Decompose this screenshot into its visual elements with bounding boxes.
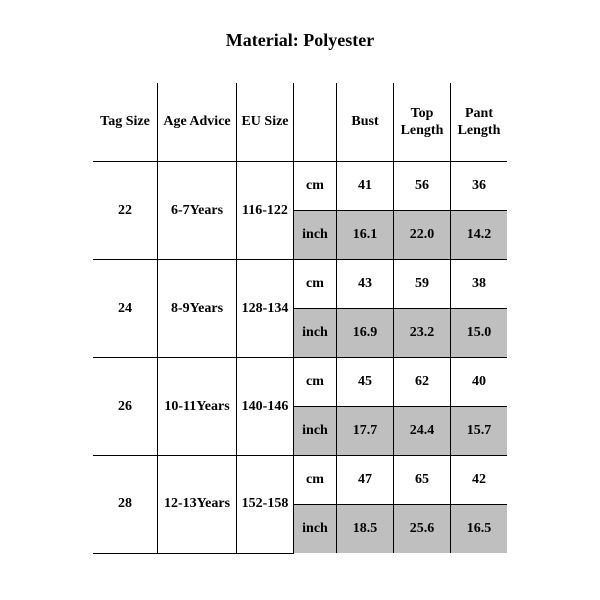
table-row: 28 12-13Years 152-158 cm 47 65 42 bbox=[93, 456, 507, 505]
cell-pant-inch: 14.2 bbox=[451, 211, 508, 260]
col-age-advice: Age Advice bbox=[158, 83, 237, 162]
cell-unit-cm: cm bbox=[294, 358, 337, 407]
table-row: 26 10-11Years 140-146 cm 45 62 40 bbox=[93, 358, 507, 407]
cell-top-inch: 25.6 bbox=[394, 505, 451, 554]
cell-bust-inch: 16.9 bbox=[337, 309, 394, 358]
col-tag-size: Tag Size bbox=[93, 83, 158, 162]
table-header-row: Tag Size Age Advice EU Size Bust Top Len… bbox=[93, 83, 507, 162]
cell-tag: 28 bbox=[93, 456, 158, 554]
cell-top-inch: 22.0 bbox=[394, 211, 451, 260]
cell-unit-inch: inch bbox=[294, 309, 337, 358]
page-title: Material: Polyester bbox=[0, 30, 600, 51]
cell-age: 12-13Years bbox=[158, 456, 237, 554]
cell-top-inch: 23.2 bbox=[394, 309, 451, 358]
table-row: 24 8-9Years 128-134 cm 43 59 38 bbox=[93, 260, 507, 309]
table-row: 22 6-7Years 116-122 cm 41 56 36 bbox=[93, 162, 507, 211]
cell-unit-inch: inch bbox=[294, 505, 337, 554]
cell-pant-cm: 38 bbox=[451, 260, 508, 309]
cell-eu: 152-158 bbox=[237, 456, 294, 554]
cell-top-cm: 59 bbox=[394, 260, 451, 309]
cell-tag: 22 bbox=[93, 162, 158, 260]
cell-bust-inch: 18.5 bbox=[337, 505, 394, 554]
cell-eu: 140-146 bbox=[237, 358, 294, 456]
cell-pant-cm: 36 bbox=[451, 162, 508, 211]
cell-age: 6-7Years bbox=[158, 162, 237, 260]
cell-bust-cm: 47 bbox=[337, 456, 394, 505]
cell-pant-cm: 40 bbox=[451, 358, 508, 407]
cell-age: 10-11Years bbox=[158, 358, 237, 456]
size-table: Tag Size Age Advice EU Size Bust Top Len… bbox=[93, 83, 507, 554]
cell-bust-inch: 17.7 bbox=[337, 407, 394, 456]
cell-unit-cm: cm bbox=[294, 456, 337, 505]
col-pant-length: Pant Length bbox=[451, 83, 508, 162]
col-top-length: Top Length bbox=[394, 83, 451, 162]
cell-top-cm: 56 bbox=[394, 162, 451, 211]
cell-top-inch: 24.4 bbox=[394, 407, 451, 456]
cell-bust-inch: 16.1 bbox=[337, 211, 394, 260]
cell-unit-cm: cm bbox=[294, 162, 337, 211]
cell-tag: 26 bbox=[93, 358, 158, 456]
cell-age: 8-9Years bbox=[158, 260, 237, 358]
cell-eu: 116-122 bbox=[237, 162, 294, 260]
cell-pant-inch: 15.0 bbox=[451, 309, 508, 358]
col-bust: Bust bbox=[337, 83, 394, 162]
cell-unit-cm: cm bbox=[294, 260, 337, 309]
cell-tag: 24 bbox=[93, 260, 158, 358]
cell-unit-inch: inch bbox=[294, 211, 337, 260]
cell-eu: 128-134 bbox=[237, 260, 294, 358]
cell-top-cm: 62 bbox=[394, 358, 451, 407]
cell-bust-cm: 41 bbox=[337, 162, 394, 211]
cell-top-cm: 65 bbox=[394, 456, 451, 505]
cell-bust-cm: 43 bbox=[337, 260, 394, 309]
cell-unit-inch: inch bbox=[294, 407, 337, 456]
cell-pant-inch: 16.5 bbox=[451, 505, 508, 554]
cell-pant-inch: 15.7 bbox=[451, 407, 508, 456]
col-eu-size: EU Size bbox=[237, 83, 294, 162]
page: Material: Polyester Tag Size Age Advice … bbox=[0, 0, 600, 600]
cell-pant-cm: 42 bbox=[451, 456, 508, 505]
col-unit bbox=[294, 83, 337, 162]
cell-bust-cm: 45 bbox=[337, 358, 394, 407]
